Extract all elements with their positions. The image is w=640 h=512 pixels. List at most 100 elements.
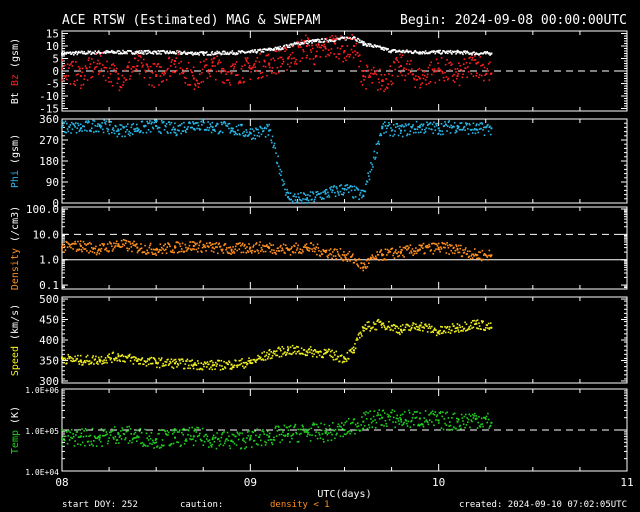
data-point-density — [305, 246, 308, 249]
data-point-bz — [392, 82, 394, 85]
data-point-phi — [253, 130, 255, 132]
data-point-density — [356, 264, 359, 267]
data-point-temp — [388, 414, 390, 417]
data-point-bz — [165, 70, 167, 72]
data-point-temp — [134, 431, 137, 434]
data-point-temp — [150, 432, 153, 434]
data-point-bz — [431, 73, 433, 76]
y-tick-label: 10 — [46, 40, 59, 53]
data-point-density — [378, 259, 381, 262]
data-point-temp — [397, 420, 400, 422]
data-point-bz — [221, 67, 223, 70]
data-point-temp — [428, 414, 430, 416]
data-point-temp — [107, 440, 110, 442]
data-point-phi — [62, 124, 65, 127]
data-point-bt — [261, 50, 263, 53]
data-point-phi — [385, 131, 387, 133]
data-point-temp — [90, 443, 93, 445]
data-point-phi — [334, 195, 337, 198]
data-point-temp — [97, 435, 100, 438]
y-axis-label-part: Density — [10, 248, 21, 290]
data-point-bt — [169, 50, 171, 53]
data-point-bz — [74, 84, 76, 87]
data-point-temp — [279, 441, 281, 444]
data-point-temp — [394, 426, 396, 429]
data-point-bz — [464, 67, 467, 69]
data-point-density — [122, 243, 124, 246]
data-point-bz — [307, 38, 310, 41]
data-point-speed — [158, 357, 160, 360]
data-point-temp — [113, 426, 116, 428]
data-point-density — [262, 250, 265, 253]
data-point-temp — [399, 414, 402, 416]
data-point-temp — [482, 425, 484, 428]
data-point-temp — [149, 442, 151, 445]
data-point-bz — [447, 77, 450, 80]
data-point-density — [302, 250, 304, 253]
data-point-density — [91, 251, 94, 253]
data-point-bz — [248, 64, 251, 67]
data-point-density — [165, 248, 167, 251]
data-point-temp — [289, 424, 292, 427]
data-point-bz — [257, 76, 260, 79]
data-point-temp — [120, 430, 122, 432]
data-point-bz — [414, 86, 417, 88]
data-point-speed — [186, 358, 189, 361]
data-point-temp — [133, 437, 136, 439]
x-tick-labels: 08 09 10 11 — [55, 476, 633, 489]
data-point-density — [160, 249, 162, 252]
data-point-density — [221, 248, 224, 251]
data-point-density — [411, 248, 414, 250]
data-point-temp — [183, 442, 186, 445]
data-point-temp — [377, 412, 379, 414]
data-point-phi — [354, 189, 356, 191]
data-point-phi — [289, 192, 292, 195]
data-point-speed — [78, 363, 81, 365]
data-point-bz — [326, 41, 329, 43]
data-point-density — [430, 249, 432, 251]
data-point-bz — [255, 70, 258, 72]
data-point-temp — [101, 445, 103, 447]
data-point-temp — [282, 434, 285, 437]
data-point-density — [126, 247, 128, 250]
data-point-density — [81, 250, 83, 253]
data-point-density — [339, 248, 342, 250]
data-point-bt — [415, 50, 417, 53]
data-point-temp — [314, 434, 317, 437]
data-point-bz — [75, 61, 77, 63]
data-point-speed — [316, 350, 319, 353]
data-point-temp — [231, 433, 234, 436]
data-point-density — [159, 243, 162, 246]
data-point-bz — [329, 52, 332, 54]
data-point-bz — [268, 62, 271, 65]
data-point-bz — [170, 61, 173, 63]
data-point-phi — [129, 132, 132, 134]
data-point-bz — [194, 83, 196, 85]
data-point-temp — [91, 427, 94, 430]
data-point-speed — [398, 331, 401, 334]
data-point-phi — [80, 127, 83, 129]
data-point-density — [340, 257, 342, 259]
data-point-phi — [272, 146, 275, 149]
data-point-phi — [398, 127, 401, 130]
data-point-speed — [262, 358, 264, 360]
data-point-density — [268, 247, 270, 250]
data-point-temp — [469, 426, 471, 429]
data-point-bt — [210, 52, 213, 54]
data-point-phi — [453, 121, 456, 124]
data-point-speed — [302, 353, 304, 355]
data-point-temp — [167, 431, 170, 434]
data-point-bt — [359, 39, 361, 42]
data-point-density — [227, 252, 230, 255]
data-point-density — [255, 242, 258, 244]
data-point-speed — [162, 362, 164, 365]
data-point-temp — [138, 436, 140, 438]
data-point-phi — [235, 132, 237, 135]
data-point-density — [115, 240, 118, 243]
data-point-bt — [194, 51, 197, 54]
data-point-phi — [126, 128, 128, 131]
data-point-temp — [212, 436, 214, 439]
data-point-temp — [464, 413, 467, 416]
data-point-temp — [194, 440, 197, 442]
